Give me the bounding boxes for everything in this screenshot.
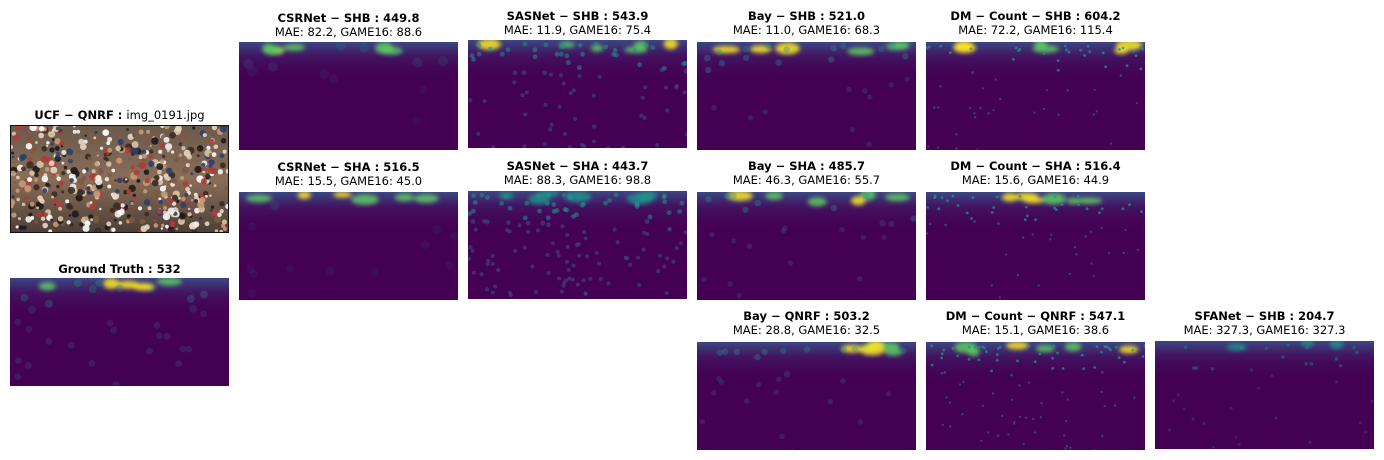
- density-map: [697, 342, 916, 450]
- panel-metrics: MAE: 82.2, GAME16: 88.6: [274, 25, 423, 39]
- panel-metrics: MAE: 11.9, GAME16: 75.4: [503, 23, 652, 37]
- panel-title: DM − Count − SHA : 516.4: [950, 159, 1121, 173]
- panel-metrics: MAE: 327.3, GAME16: 327.3: [1183, 323, 1346, 337]
- crowd-photo: [10, 125, 229, 233]
- ground-truth-panel: Ground Truth : 532: [10, 262, 229, 386]
- panel-metrics: MAE: 28.8, GAME16: 32.5: [732, 323, 881, 337]
- density-map: [926, 192, 1145, 300]
- source-dataset: UCF − QNRF :: [34, 108, 123, 122]
- panel-title: SASNet − SHA : 443.7: [506, 159, 649, 173]
- density-map: [1155, 341, 1374, 449]
- panel-dmcount-shb: DM − Count − SHB : 604.2 MAE: 72.2, GAME…: [926, 9, 1145, 150]
- ground-truth-title: Ground Truth : 532: [58, 262, 181, 276]
- density-map: [468, 191, 687, 299]
- panel-metrics: MAE: 15.5, GAME16: 45.0: [274, 174, 423, 188]
- panel-title: Bay − SHA : 485.7: [747, 159, 866, 173]
- density-map: [926, 42, 1145, 150]
- panel-title: CSRNet − SHB : 449.8: [277, 11, 420, 25]
- panel-metrics: MAE: 15.6, GAME16: 44.9: [961, 173, 1110, 187]
- panel-bay-qnrf: Bay − QNRF : 503.2 MAE: 28.8, GAME16: 32…: [697, 309, 916, 450]
- panel-metrics: MAE: 11.0, GAME16: 68.3: [732, 23, 881, 37]
- source-title: UCF − QNRF : img_0191.jpg: [10, 108, 229, 122]
- panel-title: CSRNet − SHA : 516.5: [277, 160, 420, 174]
- panel-bay-shb: Bay − SHB : 521.0 MAE: 11.0, GAME16: 68.…: [697, 9, 916, 150]
- density-map: [239, 192, 458, 300]
- density-map: [239, 42, 458, 150]
- density-map: [697, 42, 916, 150]
- panel-dmcount-sha: DM − Count − SHA : 516.4 MAE: 15.6, GAME…: [926, 159, 1145, 300]
- panel-sasnet-sha: SASNet − SHA : 443.7 MAE: 88.3, GAME16: …: [468, 159, 687, 299]
- panel-title: SASNet − SHB : 543.9: [506, 9, 649, 23]
- panel-title: DM − Count − SHB : 604.2: [950, 9, 1121, 23]
- panel-title: Bay − QNRF : 503.2: [743, 309, 870, 323]
- panel-title: Bay − SHB : 521.0: [748, 9, 865, 23]
- ground-truth-density-map: [10, 278, 229, 386]
- panel-title: SFANet − SHB : 204.7: [1194, 309, 1335, 323]
- panel-sasnet-shb: SASNet − SHB : 543.9 MAE: 11.9, GAME16: …: [468, 9, 687, 148]
- panel-bay-sha: Bay − SHA : 485.7 MAE: 46.3, GAME16: 55.…: [697, 159, 916, 300]
- panel-metrics: MAE: 46.3, GAME16: 55.7: [732, 173, 881, 187]
- density-map: [697, 192, 916, 300]
- density-map: [926, 342, 1145, 450]
- panel-sfanet-shb: SFANet − SHB : 204.7 MAE: 327.3, GAME16:…: [1155, 309, 1374, 449]
- panel-metrics: MAE: 88.3, GAME16: 98.8: [503, 173, 652, 187]
- panel-csrnet-sha: CSRNet − SHA : 516.5 MAE: 15.5, GAME16: …: [239, 160, 458, 300]
- panel-metrics: MAE: 15.1, GAME16: 38.6: [961, 323, 1110, 337]
- panel-title: DM − Count − QNRF : 547.1: [945, 309, 1126, 323]
- panel-csrnet-shb: CSRNet − SHB : 449.8 MAE: 82.2, GAME16: …: [239, 11, 458, 150]
- source-panel: UCF − QNRF : img_0191.jpg: [10, 108, 229, 233]
- panel-dmcount-qnrf: DM − Count − QNRF : 547.1 MAE: 15.1, GAM…: [926, 309, 1145, 450]
- source-filename: img_0191.jpg: [126, 108, 205, 122]
- panel-metrics: MAE: 72.2, GAME16: 115.4: [958, 23, 1113, 37]
- density-map: [468, 40, 687, 148]
